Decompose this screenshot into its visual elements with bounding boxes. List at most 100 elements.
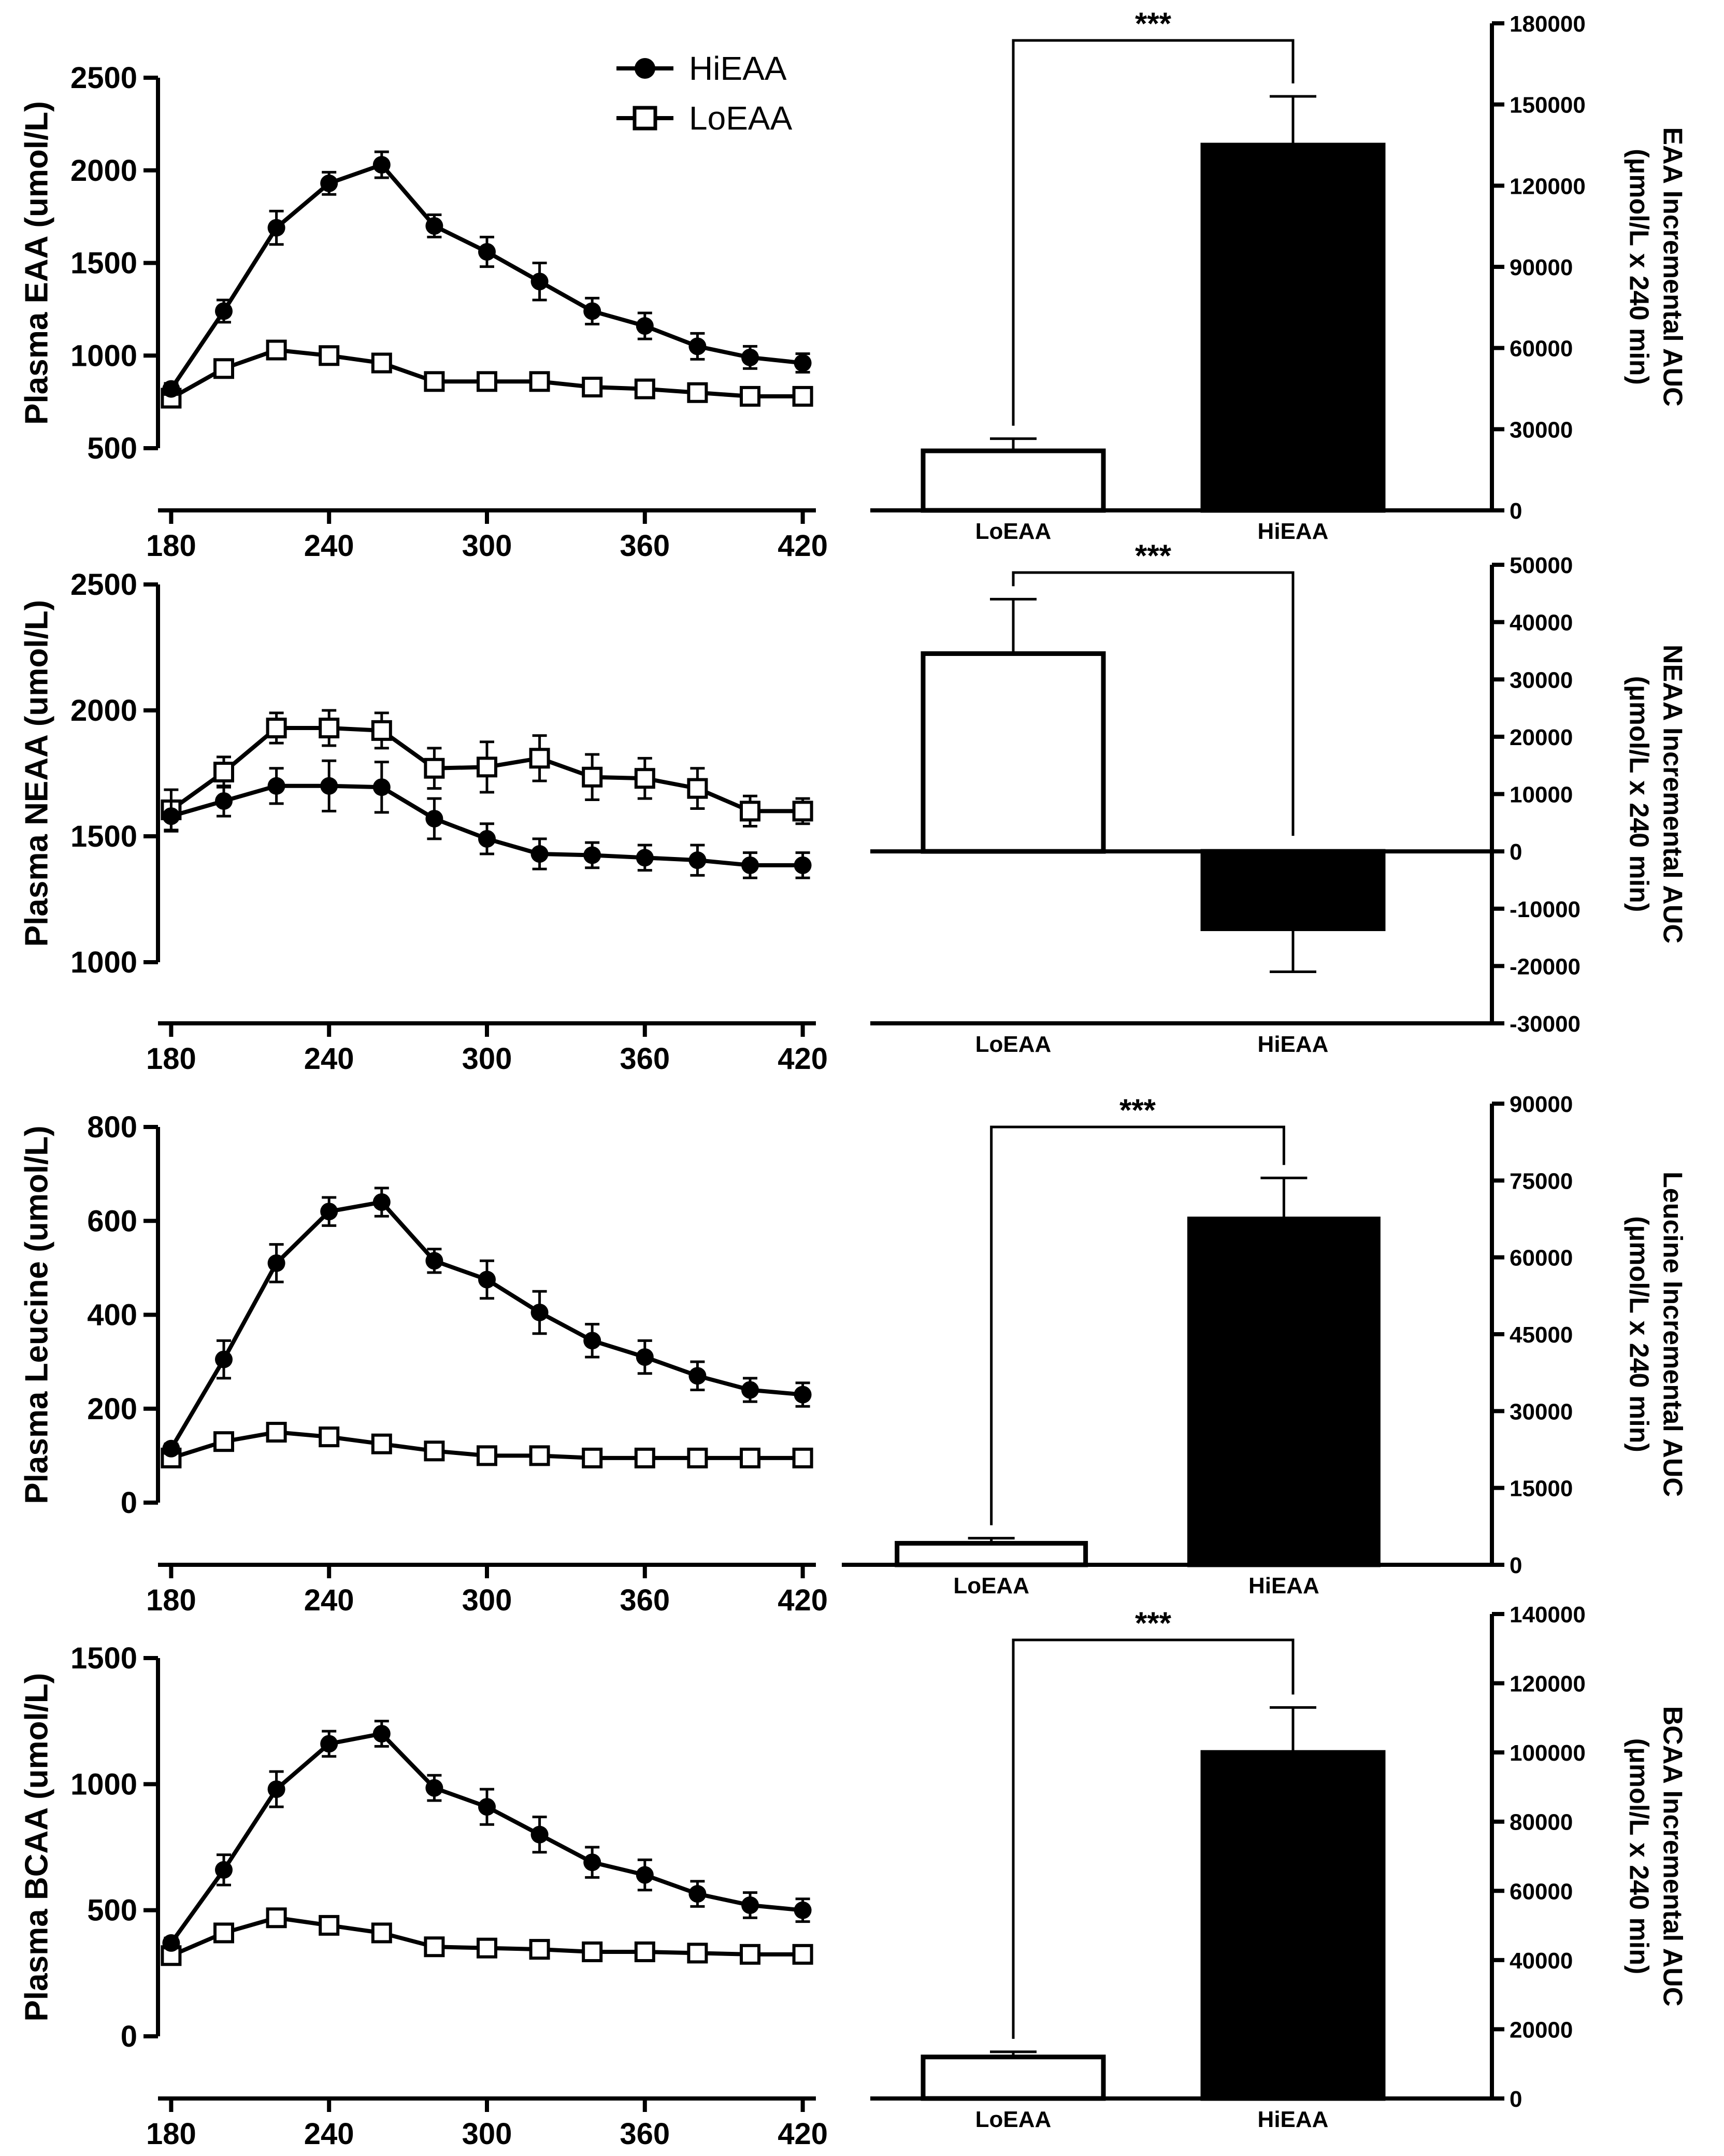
x-tick-label: 180	[146, 2117, 196, 2151]
legend: HiEAA LoEAA	[616, 50, 793, 137]
data-point-hieaa	[478, 1270, 496, 1289]
data-point-hieaa	[425, 809, 443, 827]
bar-hieaa	[1187, 1217, 1381, 1567]
y-tick-label: 120000	[1510, 1672, 1586, 1697]
data-point-loeaa	[634, 768, 655, 789]
x-tick-label: 420	[778, 1583, 828, 1617]
line-chart-neaa-time: 1000 1500 2000 2500 180 240 300 360 420 Plasma NE…	[19, 568, 828, 1076]
y-tick-label: 30000	[1510, 667, 1573, 693]
bar-hieaa	[1200, 1750, 1386, 2101]
data-point-hieaa	[267, 1780, 285, 1798]
data-point-loeaa	[371, 1922, 392, 1944]
x-tick-label: 420	[778, 1042, 828, 1076]
data-point-loeaa	[792, 801, 813, 822]
legend-label-hieaa: HiEAA	[689, 50, 787, 87]
x-tick-label: 420	[778, 2117, 828, 2151]
y-tick-label: 1500	[70, 1641, 137, 1675]
bar-loeaa	[895, 1540, 1088, 1567]
x-tick-label: 300	[462, 529, 512, 563]
y-tick-label: 1000	[70, 946, 137, 979]
bar-chart-neaa-auc: -30000 -20000 -10000 0 10000 20000 30000 40000 5…	[870, 538, 1687, 1057]
data-point-loeaa	[319, 345, 340, 366]
data-point-loeaa	[161, 1945, 182, 1966]
category-label-hieaa: HiEAA	[1248, 1573, 1319, 1598]
data-point-loeaa	[529, 1445, 550, 1466]
data-point-hieaa	[741, 1381, 759, 1399]
y-tick-label: 140000	[1510, 1602, 1586, 1627]
series-loeaa	[161, 1907, 813, 1966]
y-axis-label-title: EAA Incremental AUC	[1657, 127, 1687, 406]
data-point-hieaa	[215, 1350, 233, 1368]
y-tick-label: 120000	[1510, 174, 1586, 199]
y-tick-label: -30000	[1510, 1011, 1581, 1037]
data-point-hieaa	[741, 348, 759, 366]
y-tick-label: 20000	[1510, 2017, 1573, 2043]
y-tick-label: -10000	[1510, 897, 1581, 922]
y-tick-label: 60000	[1510, 1246, 1573, 1271]
data-point-hieaa	[478, 830, 496, 848]
bar-loeaa	[921, 651, 1106, 854]
y-tick-label: 2500	[70, 61, 137, 95]
data-point-loeaa	[634, 1941, 655, 1962]
data-point-hieaa	[320, 174, 338, 192]
data-point-loeaa	[213, 1922, 234, 1944]
y-tick-label: 500	[87, 432, 137, 465]
bar-chart-bcaa-auc: 0 20000 40000 60000 80000 100000 120000 140000 L…	[870, 1602, 1687, 2132]
line-chart-bcaa-time: 0 500 1000 1500 180 240 300 360 420 Plasma BCAA (…	[19, 1641, 828, 2151]
data-point-hieaa	[688, 1367, 707, 1385]
y-tick-label: 40000	[1510, 610, 1573, 636]
data-point-hieaa	[530, 1825, 549, 1844]
data-point-loeaa	[740, 801, 760, 822]
y-tick-label: 200	[87, 1392, 137, 1426]
significance-bracket	[1012, 571, 1295, 836]
data-point-hieaa	[425, 1779, 443, 1797]
y-tick-label: 0	[121, 1486, 137, 1520]
data-point-hieaa	[162, 380, 180, 398]
y-tick-label: 180000	[1510, 11, 1586, 37]
data-point-loeaa	[740, 1447, 760, 1468]
data-point-hieaa	[215, 792, 233, 810]
legend-label-loeaa: LoEAA	[689, 99, 793, 137]
data-point-loeaa	[582, 766, 603, 788]
y-tick-label: 2000	[70, 154, 137, 188]
y-tick-label: 100000	[1510, 1740, 1586, 1766]
x-tick-label: 300	[462, 2117, 512, 2151]
category-label-loeaa: LoEAA	[953, 1573, 1029, 1598]
x-tick-label: 360	[620, 1042, 670, 1076]
y-tick-label: 10000	[1510, 782, 1573, 808]
data-point-hieaa	[162, 1934, 180, 1952]
data-point-loeaa	[529, 1939, 550, 1960]
y-tick-label: 0	[1510, 1553, 1522, 1578]
data-point-loeaa	[529, 371, 550, 392]
data-point-loeaa	[371, 1433, 392, 1454]
significance-stars: ***	[1135, 1606, 1172, 1640]
y-tick-label: 30000	[1510, 417, 1573, 442]
y-axis-label-title: NEAA Incremental AUC	[1657, 645, 1687, 944]
data-point-hieaa	[215, 302, 233, 320]
data-point-loeaa	[582, 1447, 603, 1468]
series-loeaa	[161, 709, 813, 832]
significance-bracket	[1012, 1638, 1295, 2039]
y-tick-label: -20000	[1510, 954, 1581, 979]
data-point-loeaa	[424, 371, 445, 392]
x-tick-label: 240	[304, 1583, 354, 1617]
data-point-loeaa	[266, 1422, 287, 1443]
data-point-hieaa	[583, 302, 601, 320]
x-tick-label: 420	[778, 529, 828, 563]
data-point-hieaa	[794, 354, 812, 372]
y-axis-label: Plasma BCAA (umol/L)	[19, 1673, 54, 2022]
y-tick-label: 50000	[1510, 553, 1573, 578]
data-point-loeaa	[792, 1447, 813, 1468]
y-tick-label: 15000	[1510, 1476, 1573, 1502]
data-point-hieaa	[636, 849, 654, 867]
y-tick-label: 0	[1510, 2087, 1522, 2112]
y-tick-label: 30000	[1510, 1399, 1573, 1424]
data-point-loeaa	[740, 1944, 760, 1965]
data-point-hieaa	[636, 317, 654, 335]
data-point-loeaa	[477, 1445, 497, 1466]
data-point-hieaa	[320, 1735, 338, 1753]
series-line-hieaa	[169, 1200, 803, 1450]
data-point-loeaa	[319, 1426, 340, 1448]
y-tick-label: 600	[87, 1204, 137, 1238]
